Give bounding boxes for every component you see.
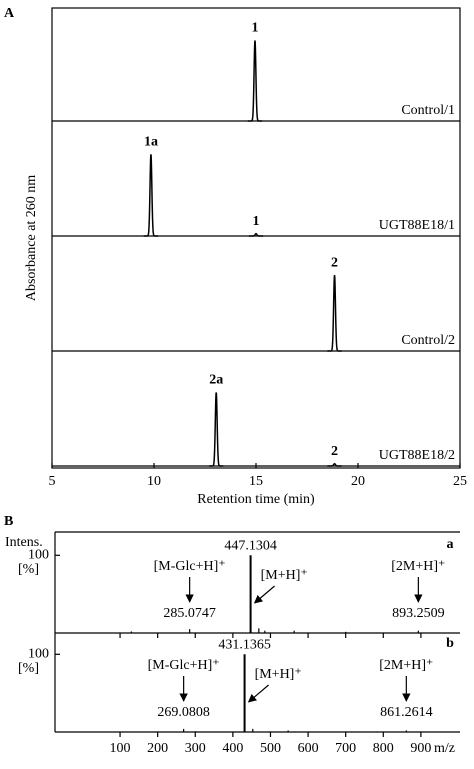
y-axis-label: Absorbance at 260 nm	[24, 175, 39, 301]
trace-name: Control/2	[401, 333, 455, 348]
peak	[247, 40, 263, 122]
x-tick-label: 15	[249, 474, 263, 489]
peak-label: 2	[331, 255, 338, 270]
x-tick-label: 300	[185, 741, 206, 756]
ion-label: [M+H]⁺	[255, 667, 302, 682]
x-tick-label: 10	[147, 474, 161, 489]
peak-mz-label: 447.1304	[224, 539, 277, 554]
y-axis-label: Intens.	[5, 535, 43, 550]
peak	[327, 462, 342, 467]
peak-label: 1	[251, 21, 258, 36]
x-tick-label: 5	[49, 474, 56, 489]
peak	[327, 275, 342, 352]
ion-label: [M+H]⁺	[261, 568, 308, 583]
peak-label: 1	[253, 214, 260, 229]
ion-label: [2M+H]⁺	[391, 559, 445, 574]
spectrum-label: a	[447, 537, 454, 552]
x-axis-label: m/z	[434, 741, 455, 756]
x-axis-label: Retention time (min)	[197, 492, 315, 507]
trace-name: UGT88E18/1	[379, 218, 455, 233]
peak-mz-label: 893.2509	[392, 606, 445, 621]
peak-mz-label: 269.0808	[157, 705, 210, 720]
x-tick-label: 25	[453, 474, 467, 489]
peak-mz-label: 285.0747	[163, 606, 216, 621]
y-axis-label: [%]	[18, 562, 39, 577]
x-tick-label: 700	[335, 741, 356, 756]
peak-mz-label: 861.2614	[380, 705, 433, 720]
annotation-arrow	[253, 585, 275, 604]
panel-label: A	[4, 6, 15, 21]
ion-label: [M-Glc+H]⁺	[148, 658, 220, 673]
y-axis-label: [%]	[18, 661, 39, 676]
spectrum-label: b	[446, 636, 454, 651]
peak	[248, 232, 264, 237]
y-tick-label: 100	[28, 647, 49, 662]
annotation-arrow	[247, 684, 269, 703]
x-tick-label: 100	[110, 741, 131, 756]
x-tick-label: 200	[147, 741, 168, 756]
x-tick-label: 800	[373, 741, 394, 756]
x-tick-label: 900	[410, 741, 431, 756]
peak-label: 1a	[144, 135, 158, 150]
panel-label: B	[4, 514, 13, 529]
x-tick-label: 600	[298, 741, 319, 756]
ion-label: [2M+H]⁺	[379, 658, 433, 673]
trace-name: UGT88E18/2	[379, 448, 455, 463]
peak	[209, 392, 224, 467]
x-tick-label: 20	[351, 474, 365, 489]
peak	[143, 154, 159, 237]
y-tick-label: 100	[28, 548, 49, 563]
trace-name: Control/1	[401, 103, 455, 118]
x-tick-label: 400	[222, 741, 243, 756]
peak-mz-label: 431.1365	[218, 638, 271, 653]
peak-label: 2	[331, 444, 338, 459]
peak-label: 2a	[209, 373, 223, 388]
x-tick-label: 500	[260, 741, 281, 756]
ion-label: [M-Glc+H]⁺	[154, 559, 226, 574]
